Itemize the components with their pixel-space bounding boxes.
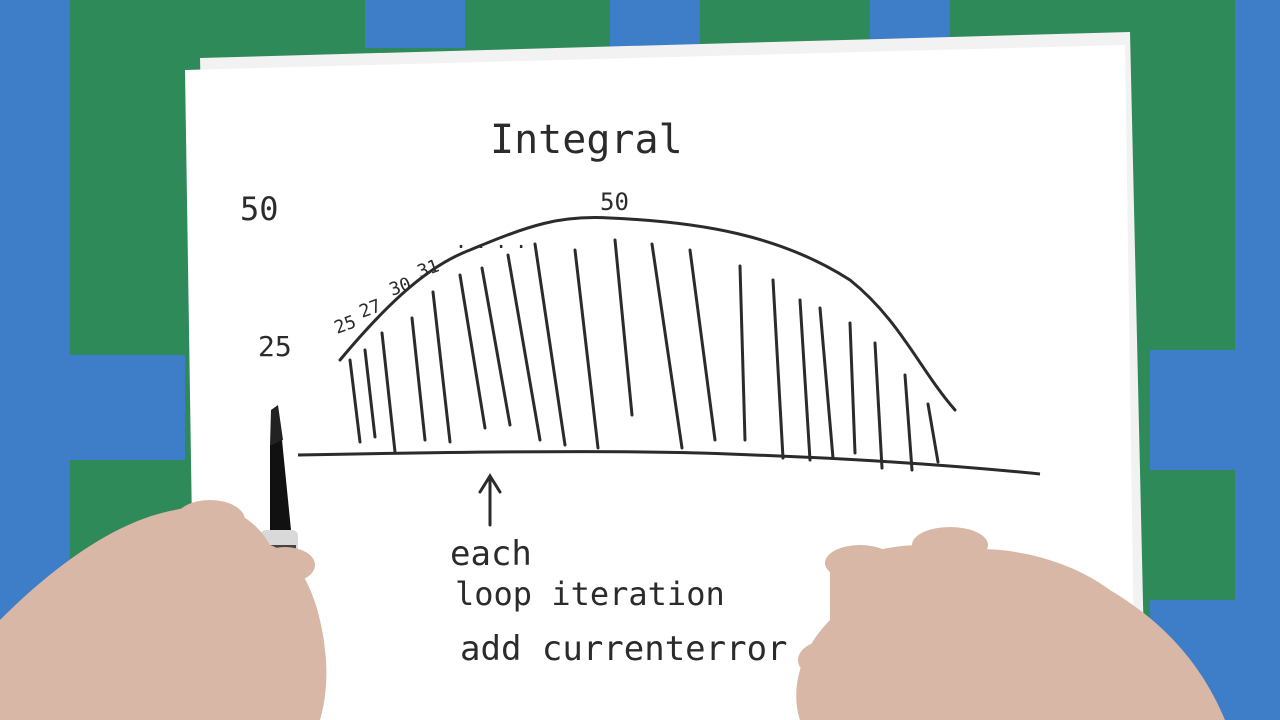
x-axis [297, 450, 1041, 476]
sketch-title: Integral [490, 117, 683, 163]
right-hand-icon [796, 527, 1225, 720]
note-line-loop: loop iteration [455, 575, 725, 613]
hatch-lines [348, 238, 940, 472]
curve-value: 50 [600, 188, 629, 216]
arrow [478, 473, 502, 527]
note-line-add: add currenterror [460, 629, 788, 669]
integral-curve [338, 216, 957, 412]
note-line-each: each [450, 534, 532, 574]
left-hand-icon [0, 500, 327, 720]
y-label-50: 50 [240, 190, 279, 228]
y-label-25: 25 [258, 330, 292, 363]
